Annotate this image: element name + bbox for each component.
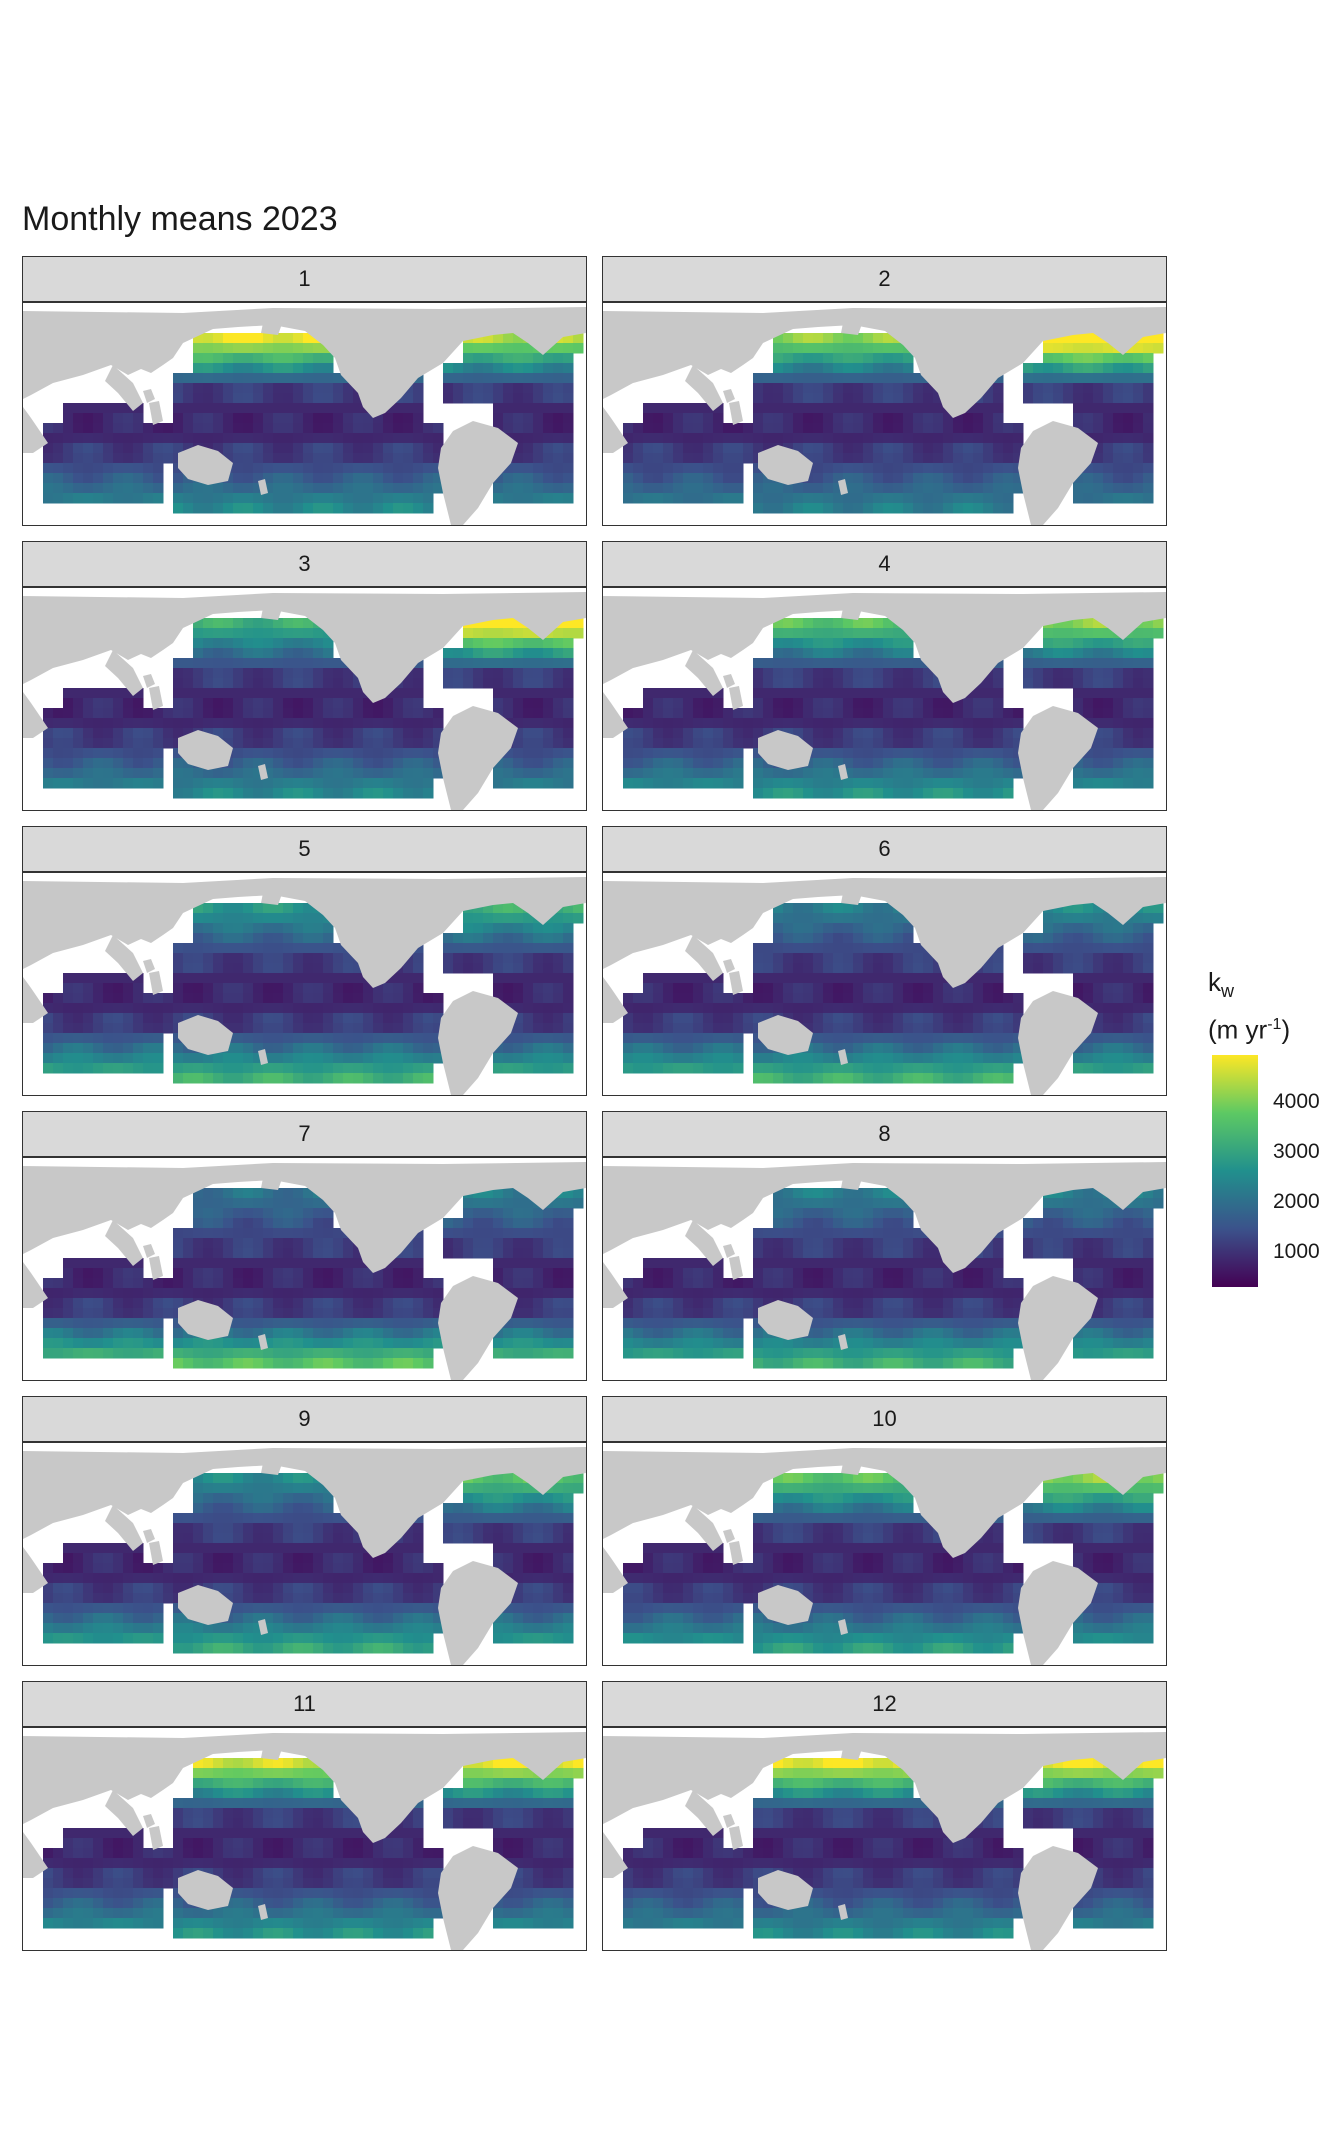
land-mask bbox=[23, 1732, 586, 1950]
land-mask bbox=[23, 877, 586, 1095]
kw-raster bbox=[623, 1758, 1164, 1939]
land-mask bbox=[603, 877, 1166, 1095]
legend-unit-close: ) bbox=[1281, 1014, 1291, 1045]
facet-panel-month-9: 9 bbox=[22, 1396, 587, 1666]
land-mask bbox=[603, 1732, 1166, 1950]
facet-strip-label: 8 bbox=[602, 1111, 1167, 1157]
page-title: Monthly means 2023 bbox=[22, 200, 338, 238]
map-plot bbox=[22, 1157, 587, 1381]
map-plot bbox=[22, 1727, 587, 1951]
world-map bbox=[23, 1162, 586, 1380]
legend-variable: k bbox=[1208, 967, 1221, 997]
legend-tick-label: 4000 bbox=[1273, 1090, 1320, 1114]
map-plot bbox=[602, 302, 1167, 526]
world-map bbox=[603, 307, 1166, 525]
facet-panel-month-1: 1 bbox=[22, 256, 587, 526]
legend-unit: (m yr bbox=[1208, 1014, 1268, 1045]
facet-panel-month-12: 12 bbox=[602, 1681, 1167, 1951]
legend-tick-label: 1000 bbox=[1273, 1240, 1320, 1264]
facet-strip-label: 11 bbox=[22, 1681, 587, 1727]
map-plot bbox=[22, 1442, 587, 1666]
facet-panel-month-8: 8 bbox=[602, 1111, 1167, 1381]
world-map bbox=[23, 1447, 586, 1665]
facet-panel-month-10: 10 bbox=[602, 1396, 1167, 1666]
facet-panel-month-5: 5 bbox=[22, 826, 587, 1096]
facet-panel-month-2: 2 bbox=[602, 256, 1167, 526]
kw-raster bbox=[623, 1473, 1164, 1654]
kw-raster bbox=[623, 1188, 1164, 1369]
facet-strip-label: 6 bbox=[602, 826, 1167, 872]
land-mask bbox=[603, 307, 1166, 525]
world-map bbox=[603, 1162, 1166, 1380]
kw-raster bbox=[623, 903, 1164, 1084]
legend-tick-label: 3000 bbox=[1273, 1140, 1320, 1164]
legend-tick-mark bbox=[1258, 1252, 1266, 1254]
facet-strip-label: 10 bbox=[602, 1396, 1167, 1442]
map-plot bbox=[602, 1157, 1167, 1381]
facet-panel-month-6: 6 bbox=[602, 826, 1167, 1096]
map-plot bbox=[22, 302, 587, 526]
world-map bbox=[603, 877, 1166, 1095]
legend-tick-label: 2000 bbox=[1273, 1190, 1320, 1214]
land-mask bbox=[23, 1162, 586, 1380]
facet-strip-label: 9 bbox=[22, 1396, 587, 1442]
legend-tick-mark bbox=[1258, 1102, 1266, 1104]
world-map bbox=[603, 1447, 1166, 1665]
legend-subscript: w bbox=[1221, 981, 1234, 1002]
facet-panel-month-3: 3 bbox=[22, 541, 587, 811]
legend-tick-mark bbox=[1258, 1202, 1266, 1204]
world-map bbox=[23, 592, 586, 810]
world-map bbox=[23, 877, 586, 1095]
land-mask bbox=[23, 1447, 586, 1665]
kw-raster bbox=[623, 618, 1164, 799]
facet-strip-label: 1 bbox=[22, 256, 587, 302]
legend-title: kw (m yr-1) bbox=[1208, 965, 1338, 1047]
kw-raster bbox=[43, 333, 584, 514]
facet-strip-label: 3 bbox=[22, 541, 587, 587]
legend-colorbar bbox=[1212, 1055, 1258, 1287]
map-plot bbox=[22, 587, 587, 811]
world-map bbox=[23, 307, 586, 525]
legend-unit-exp: -1 bbox=[1267, 1016, 1282, 1034]
world-map bbox=[603, 1732, 1166, 1950]
map-plot bbox=[602, 1442, 1167, 1666]
facet-strip-label: 2 bbox=[602, 256, 1167, 302]
world-map bbox=[23, 1732, 586, 1950]
facet-panel-month-7: 7 bbox=[22, 1111, 587, 1381]
land-mask bbox=[23, 307, 586, 525]
facet-strip-label: 12 bbox=[602, 1681, 1167, 1727]
land-mask bbox=[603, 592, 1166, 810]
facet-strip-label: 4 bbox=[602, 541, 1167, 587]
map-plot bbox=[22, 872, 587, 1096]
facet-panel-month-4: 4 bbox=[602, 541, 1167, 811]
facet-strip-label: 7 bbox=[22, 1111, 587, 1157]
color-legend: kw (m yr-1) 1000 2000 3000 4000 bbox=[1208, 965, 1338, 1287]
world-map bbox=[603, 592, 1166, 810]
map-plot bbox=[602, 587, 1167, 811]
land-mask bbox=[603, 1162, 1166, 1380]
facet-panel-month-11: 11 bbox=[22, 1681, 587, 1951]
facet-strip-label: 5 bbox=[22, 826, 587, 872]
map-plot bbox=[602, 872, 1167, 1096]
land-mask bbox=[23, 592, 586, 810]
legend-tick-mark bbox=[1258, 1152, 1266, 1154]
land-mask bbox=[603, 1447, 1166, 1665]
map-plot bbox=[602, 1727, 1167, 1951]
